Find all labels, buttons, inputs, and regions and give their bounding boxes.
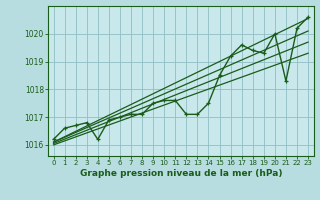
X-axis label: Graphe pression niveau de la mer (hPa): Graphe pression niveau de la mer (hPa) <box>80 169 282 178</box>
